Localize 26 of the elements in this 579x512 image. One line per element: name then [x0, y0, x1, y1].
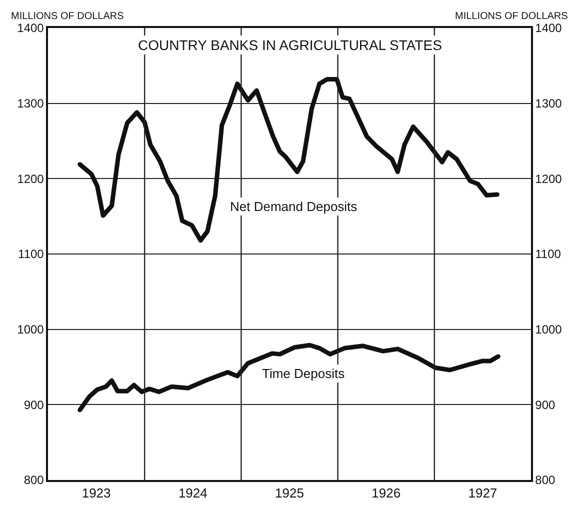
x-tick-label: 1923 [82, 485, 111, 500]
y-tick-label: 1000 [17, 322, 44, 337]
y2-tick-label: 1100 [535, 247, 562, 262]
x-tick-label: 1927 [468, 485, 498, 500]
y-tick-label: 1100 [18, 247, 44, 262]
text: COUNTRY BANKS IN AGRICULTURAL STATES [138, 37, 442, 53]
y-tick-label: 1200 [17, 172, 44, 186]
y2-tick-label: 1400 [535, 21, 562, 36]
annotation: Net Demand Deposits [230, 199, 358, 214]
y2-tick-label: 1000 [535, 322, 562, 337]
y2-axis-title: MILLIONS OF DOLLARS [455, 11, 568, 22]
y-tick-label: 1400 [17, 21, 44, 36]
y2-tick-label: 1300 [535, 96, 562, 111]
y-axis-title: MILLIONS OF DOLLARS [11, 11, 124, 22]
line-series [78, 342, 500, 412]
x-tick-label: 1925 [275, 485, 304, 500]
x-tick-label: 1926 [372, 485, 401, 500]
y-tick-label: 1300 [17, 96, 44, 111]
line-series [78, 76, 500, 243]
annotation: Time Deposits [262, 366, 346, 381]
y-tick-label: 800 [24, 473, 44, 488]
y-tick-label: 900 [24, 398, 44, 412]
y2-tick-label: 1200 [535, 172, 562, 186]
y2-tick-label: 900 [535, 398, 556, 412]
x-tick-label: 1924 [178, 485, 208, 500]
y2-tick-label: 800 [535, 473, 556, 488]
